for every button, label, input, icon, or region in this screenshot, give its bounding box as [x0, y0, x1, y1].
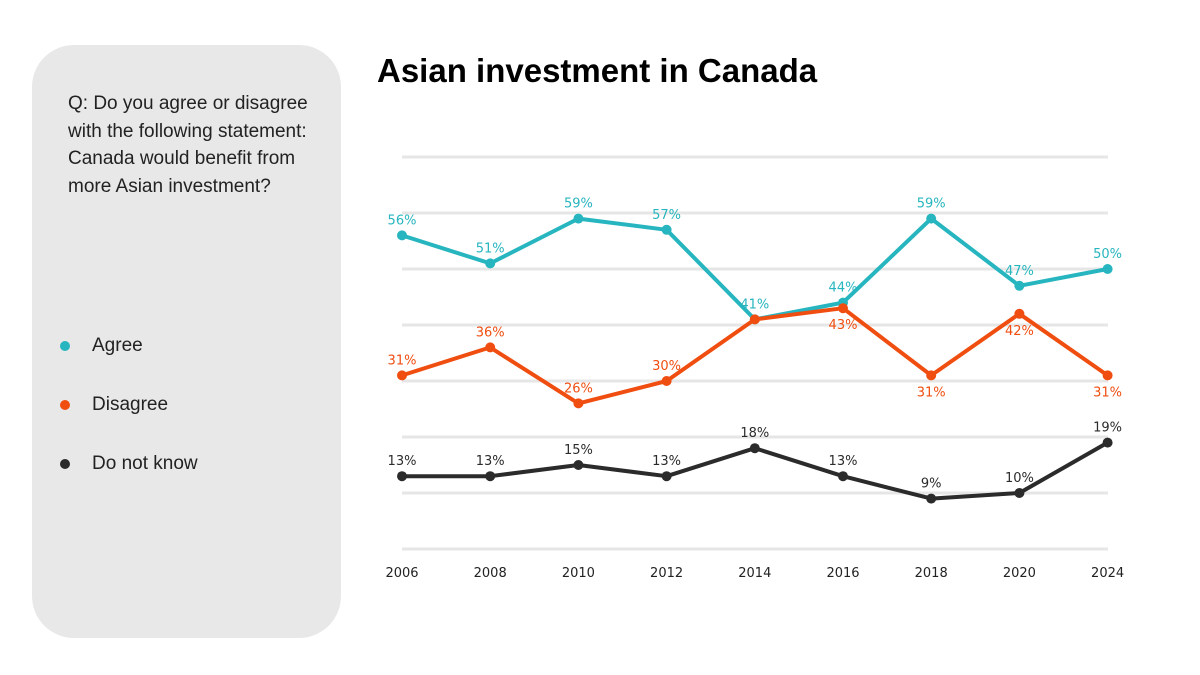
data-label-disagree: 26%: [564, 381, 593, 396]
data-point-do-not-know: [926, 493, 937, 504]
data-point-disagree: [661, 376, 672, 386]
data-label-agree: 50%: [1093, 247, 1122, 262]
data-point-agree: [573, 213, 584, 224]
data-point-disagree: [749, 314, 760, 325]
x-tick-label: 2008: [474, 566, 507, 581]
data-point-do-not-know: [485, 471, 496, 482]
data-label-do-not-know: 10%: [1005, 471, 1034, 486]
data-point-disagree: [838, 303, 848, 314]
data-label-agree: 51%: [476, 241, 505, 256]
data-point-agree: [485, 258, 496, 269]
data-point-do-not-know: [661, 471, 672, 482]
legend-label-disagree: Disagree: [92, 394, 169, 415]
legend-item-do-not-know: Do not know: [60, 452, 198, 476]
legend-dot-do-not-know: [60, 459, 70, 469]
data-label-do-not-know: 13%: [476, 454, 505, 469]
x-tick-label: 2010: [562, 566, 595, 581]
data-label-do-not-know: 9%: [921, 477, 942, 492]
legend-item-agree: Agree: [60, 334, 143, 358]
data-point-disagree: [485, 342, 496, 353]
data-point-do-not-know: [838, 471, 848, 482]
data-point-do-not-know: [1014, 488, 1025, 498]
legend-label-do-not-know: Do not know: [92, 453, 198, 474]
data-label-do-not-know: 13%: [829, 454, 858, 469]
data-label-disagree: 30%: [652, 359, 681, 374]
data-label-agree: 59%: [917, 197, 946, 212]
data-label-disagree: 31%: [388, 353, 417, 368]
data-label-agree: 57%: [652, 208, 681, 223]
sidebar-panel: Q: Do you agree or disagree with the fol…: [32, 45, 341, 638]
data-label-agree: 47%: [1005, 264, 1034, 279]
data-point-do-not-know: [749, 443, 760, 454]
data-label-do-not-know: 13%: [652, 454, 681, 469]
data-label-do-not-know: 18%: [740, 426, 769, 441]
legend-label-agree: Agree: [92, 335, 143, 356]
x-tick-label: 2006: [385, 566, 418, 581]
data-label-disagree: 31%: [1093, 385, 1122, 400]
survey-question: Q: Do you agree or disagree with the fol…: [68, 93, 308, 197]
data-label-do-not-know: 15%: [564, 443, 593, 458]
x-tick-label: 2016: [826, 566, 859, 581]
data-point-do-not-know: [397, 471, 407, 482]
data-label-disagree: 42%: [1005, 324, 1034, 339]
chart-title: Asian investment in Canada: [377, 52, 818, 89]
x-tick-label: 2014: [738, 566, 771, 581]
legend-item-disagree: Disagree: [60, 393, 168, 417]
data-point-disagree: [1014, 308, 1025, 319]
x-tick-label: 2012: [650, 566, 683, 581]
data-point-disagree: [573, 398, 584, 409]
data-label-disagree: 43%: [829, 318, 858, 333]
data-label-disagree: 31%: [917, 385, 946, 400]
data-label-agree: 44%: [829, 281, 858, 296]
data-label-agree: 41%: [740, 297, 769, 312]
data-label-do-not-know: 13%: [388, 454, 417, 469]
x-tick-label: 2018: [915, 566, 948, 581]
data-point-agree: [926, 213, 937, 224]
x-tick-label: 2020: [1003, 566, 1036, 581]
data-label-do-not-know: 19%: [1093, 421, 1122, 436]
data-point-agree: [1102, 264, 1113, 274]
data-point-do-not-know: [1102, 437, 1113, 448]
legend-dot-disagree: [60, 400, 70, 410]
data-point-disagree: [397, 370, 407, 381]
data-point-disagree: [926, 370, 937, 381]
data-point-agree: [1014, 280, 1025, 291]
data-label-agree: 56%: [388, 213, 417, 228]
data-label-agree: 59%: [564, 197, 593, 212]
data-label-disagree: 36%: [476, 325, 505, 340]
x-tick-label: 2024: [1091, 566, 1124, 581]
data-point-agree: [661, 224, 672, 235]
data-point-do-not-know: [573, 460, 584, 470]
data-point-agree: [397, 230, 407, 241]
legend-dot-agree: [60, 341, 70, 351]
data-point-disagree: [1102, 370, 1113, 381]
